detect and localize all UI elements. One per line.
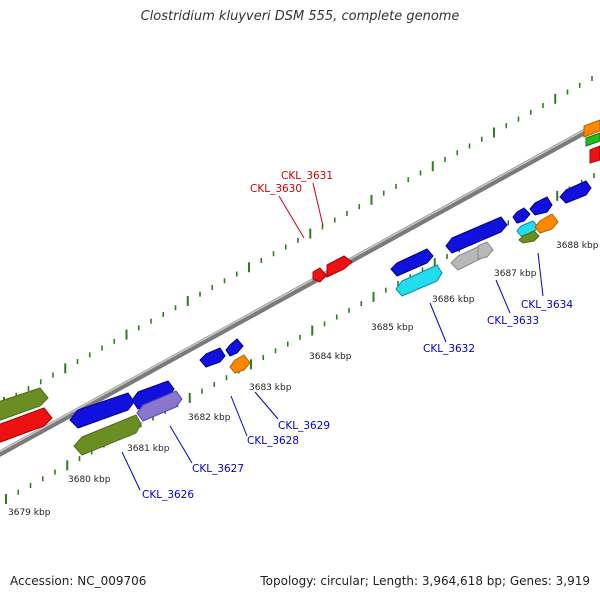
kbp-label-3682: 3682 kbp: [188, 413, 231, 423]
leader-ckl-3626: [121, 451, 141, 491]
gene-feature-red-forward-right[interactable]: [589, 145, 600, 164]
position-labels: 3679 kbp 3680 kbp 3681 kbp 3682 kbp 3683…: [8, 241, 599, 518]
gene-label-ckl-3633[interactable]: CKL_3633: [487, 315, 539, 327]
gene-feature-ckl-3631[interactable]: [326, 255, 353, 278]
accession-label: Accession: NC_009706: [10, 574, 147, 588]
gene-feature-olive-forward[interactable]: [0, 387, 49, 422]
genome-backbone: [0, 120, 600, 457]
gene-label-ckl-3631[interactable]: CKL_3631: [281, 170, 333, 182]
gene-feature-red-forward[interactable]: [0, 407, 53, 444]
gene-label-ckl-3630[interactable]: CKL_3630: [250, 183, 302, 195]
kbp-label-3686: 3686 kbp: [432, 295, 475, 305]
kbp-label-3685: 3685 kbp: [371, 323, 414, 333]
leader-ckl-3627: [169, 425, 193, 464]
gene-feature-ckl-3628[interactable]: [199, 347, 226, 368]
gene-feature-olive-3687[interactable]: [518, 230, 540, 244]
genome-backbone-highlight: [0, 120, 600, 453]
kbp-label-3681: 3681 kbp: [127, 444, 170, 454]
leader-ckl-3628: [230, 395, 248, 437]
gene-feature-ckl-3626-olive[interactable]: [73, 414, 142, 456]
gene-feature-ckl-3633-b[interactable]: [477, 241, 494, 260]
gene-feature-blue-3686[interactable]: [445, 216, 508, 254]
gene-label-ckl-3634[interactable]: CKL_3634: [521, 299, 573, 311]
gene-feature-green-forward-right[interactable]: [585, 132, 600, 147]
gene-feature-blue-3688[interactable]: [559, 180, 592, 204]
topology-summary: Topology: circular; Length: 3,964,618 bp…: [260, 574, 590, 588]
gene-feature-ckl-3629-blue[interactable]: [225, 338, 244, 357]
kbp-label-3687: 3687 kbp: [494, 269, 537, 279]
gene-feature-blue-3685[interactable]: [390, 248, 434, 277]
leader-ckl-3633: [495, 279, 511, 314]
gene-feature-ckl-3630[interactable]: [312, 267, 327, 283]
kbp-label-3688: 3688 kbp: [556, 241, 599, 251]
upper-tick-track: [3, 76, 593, 407]
gene-label-ckl-3632[interactable]: CKL_3632: [423, 343, 475, 355]
kbp-label-3684: 3684 kbp: [309, 352, 352, 362]
gene-feature-ckl-3629-orange[interactable]: [229, 354, 251, 374]
leader-ckl-3631: [312, 182, 324, 227]
gene-label-ckl-3627[interactable]: CKL_3627: [192, 463, 244, 475]
gene-label-ckl-3626[interactable]: CKL_3626: [142, 489, 194, 501]
kbp-label-3680: 3680 kbp: [68, 475, 111, 485]
leader-ckl-3634: [537, 252, 544, 297]
gene-feature-blue-3687b[interactable]: [529, 196, 553, 216]
gene-feature-orange-forward-right[interactable]: [583, 119, 600, 138]
gene-feature-purple[interactable]: [136, 390, 183, 422]
leader-ckl-3629: [254, 391, 279, 420]
kbp-label-3679: 3679 kbp: [8, 508, 51, 518]
genome-title: Clostridium kluyveri DSM 555, complete g…: [140, 9, 460, 24]
leader-ckl-3632: [429, 302, 447, 343]
gene-feature-ckl-3634[interactable]: [534, 213, 559, 234]
gene-label-ckl-3629[interactable]: CKL_3629: [278, 420, 330, 432]
gene-feature-blue-3687a[interactable]: [512, 207, 531, 224]
gene-labels: CKL_3631 CKL_3630 CKL_3632 CKL_3633 CKL_…: [142, 170, 573, 501]
gene-feature-ckl-3632[interactable]: [395, 264, 443, 297]
leader-ckl-3630: [278, 195, 305, 239]
gene-feature-ckl-3626-blue[interactable]: [69, 392, 135, 429]
gene-label-leaders: [121, 182, 544, 491]
kbp-label-3683: 3683 kbp: [249, 383, 292, 393]
gene-features: [0, 119, 600, 456]
gene-label-ckl-3628[interactable]: CKL_3628: [247, 435, 299, 447]
